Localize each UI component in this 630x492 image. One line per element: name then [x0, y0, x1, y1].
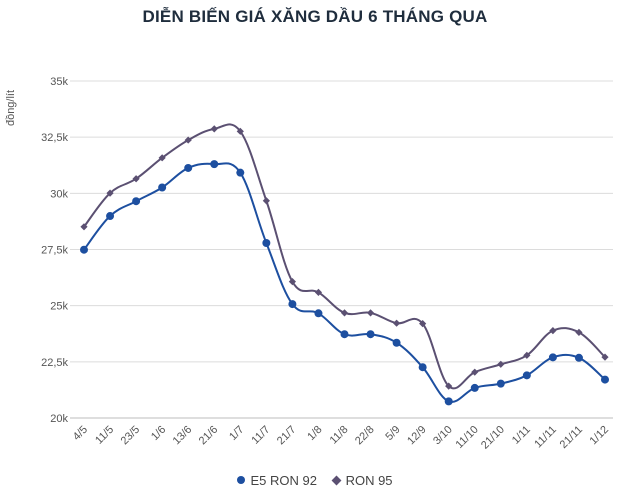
data-point	[601, 375, 609, 384]
legend-label-ron95: RON 95	[345, 473, 393, 488]
data-point	[419, 320, 427, 328]
data-point	[601, 353, 609, 361]
series-line	[83, 162, 606, 403]
x-tick-label: 13/6	[171, 424, 195, 448]
x-tick-label: 11/7	[249, 424, 272, 447]
data-point	[418, 363, 427, 372]
legend-circle-icon	[237, 476, 246, 484]
data-point	[210, 160, 219, 169]
x-tick-label: 11/8	[328, 424, 351, 447]
data-point	[523, 351, 531, 359]
chart-title: DIỄN BIẾN GIÁ XĂNG DẦU 6 THÁNG QUA	[142, 7, 488, 26]
x-tick-label: 1/7	[227, 424, 246, 443]
data-point	[262, 238, 271, 247]
x-tick-label: 12/9	[405, 424, 429, 448]
data-point	[366, 309, 375, 317]
y-tick-label: 35k	[50, 76, 68, 88]
data-point	[366, 330, 375, 339]
data-point	[184, 136, 192, 144]
data-point	[470, 383, 479, 392]
x-tick-label: 21/10	[479, 424, 507, 452]
data-point	[340, 309, 349, 317]
data-point	[496, 379, 505, 388]
x-tick-label: 21/11	[558, 424, 585, 451]
y-tick-label: 22,5k	[41, 357, 68, 369]
x-tick-label: 23/5	[119, 424, 143, 448]
data-point	[106, 189, 114, 197]
x-tick-label: 21/7	[275, 424, 299, 448]
data-point	[314, 288, 323, 297]
data-point	[471, 368, 479, 376]
data-point	[444, 397, 453, 406]
data-point	[184, 163, 193, 172]
x-tick-label: 1/11	[510, 424, 533, 447]
data-point	[314, 309, 323, 318]
x-tick-label: 1/6	[149, 424, 168, 443]
data-point	[288, 300, 297, 309]
data-point	[548, 353, 557, 362]
series-line	[83, 123, 606, 390]
x-tick-label: 21/6	[197, 424, 221, 448]
x-tick-label: 1/8	[305, 424, 324, 443]
data-point	[106, 212, 115, 221]
data-point	[288, 278, 296, 286]
data-point	[236, 168, 245, 177]
y-tick-label: 27,5k	[41, 245, 68, 257]
x-tick-label: 11/11	[532, 424, 559, 451]
series-lines	[83, 123, 606, 403]
x-tick-label: 3/10	[431, 424, 455, 448]
data-point	[158, 154, 166, 162]
data-point	[132, 175, 140, 183]
x-tick-label: 5/9	[383, 424, 402, 443]
legend-label-e5: E5 RON 92	[250, 472, 317, 488]
x-tick-label: 4/5	[71, 424, 90, 443]
y-axis-ticks: 20k 22,5k 25k 27,5k 30k 32,5k 35k	[41, 76, 68, 425]
x-tick-label: 1/12	[587, 424, 611, 448]
series-markers	[80, 125, 609, 406]
data-point	[132, 197, 141, 206]
data-point	[522, 371, 531, 380]
data-point	[236, 127, 244, 135]
data-point	[80, 245, 88, 254]
data-point	[158, 183, 167, 192]
data-point	[340, 330, 349, 339]
x-tick-label: 22/8	[353, 424, 377, 448]
legend-item-ron95: RON 95	[331, 473, 393, 488]
data-point	[393, 319, 401, 327]
data-point	[392, 338, 401, 347]
gridlines	[70, 80, 613, 419]
legend-item-e5: E5 RON 92	[237, 472, 317, 488]
x-axis-ticks: 4/5 11/5 23/5 1/6 13/6 21/6 1/7 11/7 21/7 1/8 11/8…	[71, 424, 611, 452]
legend-diamond-icon	[331, 475, 342, 486]
data-point	[575, 328, 583, 337]
data-point	[445, 382, 453, 390]
x-tick-label: 11/5	[93, 424, 116, 447]
data-point	[262, 197, 270, 205]
chart-legend: E5 RON 92 RON 95	[0, 472, 630, 488]
y-tick-label: 32,5k	[41, 132, 68, 144]
data-point	[210, 125, 218, 133]
x-tick-label: 11/10	[453, 424, 480, 451]
y-tick-label: 25k	[50, 301, 68, 313]
data-point	[497, 360, 505, 368]
data-point	[574, 353, 583, 362]
y-axis-title: đồng/lít	[5, 90, 17, 126]
data-point	[549, 327, 557, 335]
y-tick-label: 20k	[50, 413, 68, 425]
y-tick-label: 30k	[50, 188, 68, 200]
data-point	[80, 223, 88, 231]
